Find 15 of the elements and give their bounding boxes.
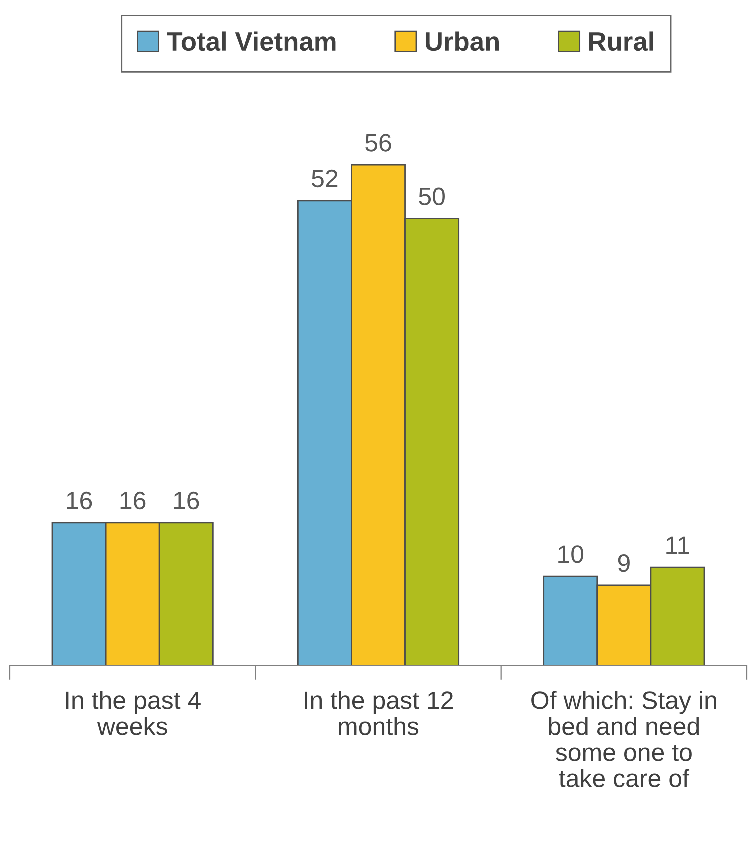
data-label: 16 [120, 492, 146, 510]
legend-label: Total Vietnam [167, 32, 336, 52]
data-label: 50 [419, 188, 445, 206]
data-label: 11 [666, 536, 690, 554]
data-label: 9 [618, 554, 630, 572]
data-label: 52 [312, 170, 338, 188]
data-label: 56 [366, 134, 392, 152]
x-tick-label: Of which: Stay in bed and need some one to take care of [532, 691, 716, 788]
data-label: 16 [67, 492, 92, 510]
x-tick-label: In the past 4 weeks [66, 691, 201, 736]
data-label: 10 [558, 546, 584, 564]
data-label: 16 [174, 492, 200, 510]
legend-label: Rural [589, 32, 654, 52]
legend-label: Urban [426, 32, 500, 52]
x-tick-label: In the past 12 months [305, 691, 453, 736]
